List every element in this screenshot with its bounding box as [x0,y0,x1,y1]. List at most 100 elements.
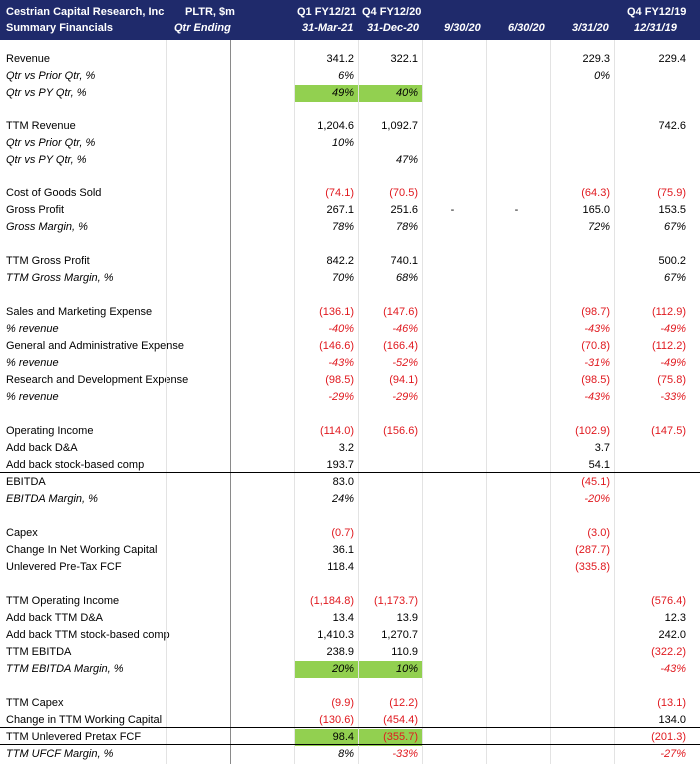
row-label[interactable]: EBITDA [0,474,167,491]
row-label[interactable]: TTM EBITDA [0,644,167,661]
value-cell[interactable]: (322.2) [651,646,686,658]
value-cell[interactable] [423,610,487,627]
value-cell[interactable]: 1,270.7 [359,627,423,644]
value-cell[interactable] [359,542,423,559]
value-cell[interactable]: 3.7 [551,440,615,457]
row-label[interactable]: Cost of Goods Sold [0,185,167,202]
unit-cell[interactable] [167,661,231,678]
value-cell[interactable] [359,440,423,457]
value-cell[interactable] [423,68,487,85]
unit-cell[interactable] [167,627,231,644]
value-cell[interactable]: 67% [663,272,686,284]
value-cell[interactable]: 68% [359,270,423,287]
spacer-cell[interactable] [231,68,295,85]
value-cell[interactable] [615,474,700,491]
value-cell[interactable] [423,389,487,406]
value-cell[interactable] [487,253,551,270]
value-cell[interactable]: (102.9) [551,423,615,440]
value-cell[interactable]: (94.1) [359,372,423,389]
value-cell[interactable]: 36.1 [295,542,359,559]
spacer-cell[interactable] [231,627,295,644]
spacer-cell[interactable] [231,270,295,287]
value-cell[interactable] [487,491,551,508]
value-cell[interactable] [423,152,487,169]
value-cell[interactable] [423,372,487,389]
value-cell[interactable]: (112.9) [651,306,686,318]
row-label[interactable]: Qtr vs Prior Qtr, % [0,135,167,152]
spacer-cell[interactable] [231,185,295,202]
value-cell[interactable] [615,491,700,508]
value-cell[interactable] [423,338,487,355]
value-cell[interactable]: 229.4 [658,53,686,65]
value-cell[interactable]: 322.1 [359,51,423,68]
row-label[interactable]: TTM Gross Profit [0,253,167,270]
value-cell[interactable] [359,68,423,85]
value-cell[interactable]: -33% [660,391,686,403]
value-cell[interactable]: 3.2 [295,440,359,457]
value-cell[interactable] [423,270,487,287]
value-cell[interactable]: (147.6) [359,304,423,321]
value-cell[interactable] [423,474,487,491]
value-cell[interactable] [487,185,551,202]
value-cell[interactable]: (136.1) [295,304,359,321]
value-cell[interactable]: -52% [359,355,423,372]
value-cell[interactable]: (70.8) [551,338,615,355]
unit-cell[interactable] [167,135,231,152]
row-label[interactable]: Revenue [0,51,167,68]
row-label[interactable]: Add back D&A [0,440,167,457]
value-cell[interactable] [551,610,615,627]
value-cell[interactable]: (12.2) [359,695,423,712]
value-cell[interactable] [487,51,551,68]
unit-cell[interactable] [167,270,231,287]
row-label[interactable]: TTM EBITDA Margin, % [0,661,167,678]
unit-cell[interactable] [167,474,231,491]
value-cell[interactable]: 110.9 [359,644,423,661]
value-cell[interactable] [487,525,551,542]
value-cell[interactable] [487,68,551,85]
row-label[interactable]: TTM Gross Margin, % [0,270,167,287]
value-cell[interactable]: -40% [295,321,359,338]
value-cell[interactable] [423,135,487,152]
unit-cell[interactable] [167,372,231,389]
unit-cell[interactable] [167,85,231,102]
value-cell[interactable]: -31% [551,355,615,372]
unit-cell[interactable] [167,746,231,763]
value-cell[interactable]: (74.1) [295,185,359,202]
row-label[interactable]: EBITDA Margin, % [0,491,167,508]
value-cell[interactable] [423,644,487,661]
spacer-cell[interactable] [231,85,295,102]
value-cell[interactable]: (1,184.8) [295,593,359,610]
value-cell[interactable]: -20% [551,491,615,508]
unit-cell[interactable] [167,253,231,270]
value-cell[interactable]: -43% [660,663,686,675]
value-cell[interactable]: 238.9 [295,644,359,661]
value-cell[interactable]: 118.4 [295,559,359,576]
spacer-cell[interactable] [231,51,295,68]
value-cell[interactable] [487,372,551,389]
value-cell[interactable] [551,152,615,169]
value-cell[interactable] [359,491,423,508]
spacer-cell[interactable] [231,338,295,355]
value-cell[interactable]: 1,410.3 [295,627,359,644]
value-cell[interactable] [359,525,423,542]
value-cell[interactable]: (1,173.7) [359,593,423,610]
value-cell[interactable]: -43% [295,355,359,372]
spacer-cell[interactable] [231,135,295,152]
spacer-cell[interactable] [231,202,295,219]
value-cell[interactable]: -29% [295,389,359,406]
value-cell[interactable]: 229.3 [551,51,615,68]
value-cell[interactable] [487,610,551,627]
value-cell[interactable]: 742.6 [658,120,686,132]
row-label[interactable]: Unlevered Pre-Tax FCF [0,559,167,576]
value-cell[interactable]: (9.9) [295,695,359,712]
value-cell[interactable] [295,152,359,169]
value-cell[interactable]: 251.6 [359,202,423,219]
value-cell[interactable]: 10% [359,661,423,678]
value-cell[interactable]: 842.2 [295,253,359,270]
unit-cell[interactable] [167,695,231,712]
value-cell[interactable] [551,695,615,712]
value-cell[interactable]: -43% [551,321,615,338]
value-cell[interactable]: (0.7) [295,525,359,542]
value-cell[interactable] [359,135,423,152]
row-label[interactable]: TTM UFCF Margin, % [0,746,167,763]
